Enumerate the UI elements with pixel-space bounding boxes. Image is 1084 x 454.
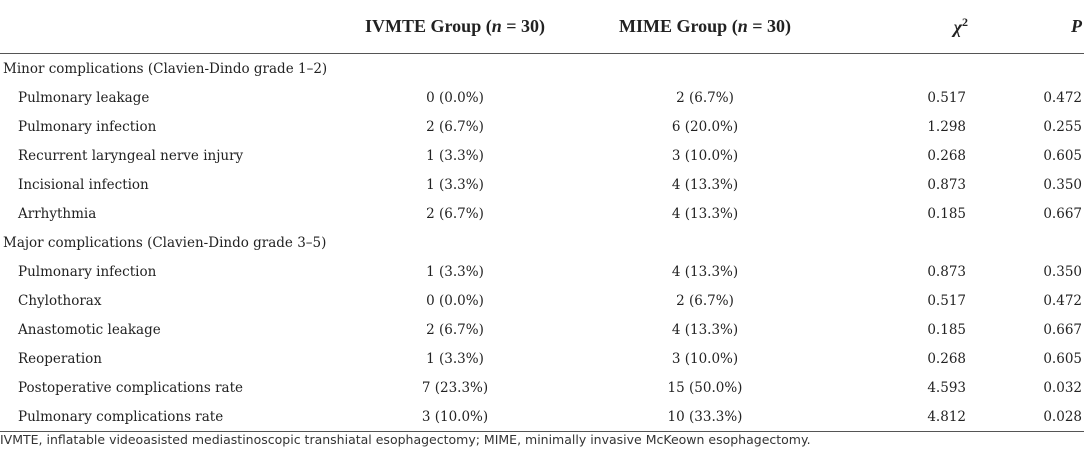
- cell-ivmte: 1 (3.3%): [426, 263, 484, 280]
- row-label: Arrhythmia: [18, 205, 97, 222]
- table-row: Pulmonary infection 2 (6.7%) 6 (20.0%) 1.29…: [0, 112, 1084, 141]
- cell-ivmte: 1 (3.3%): [426, 176, 484, 193]
- header-ivmte-suffix: = 30): [501, 16, 545, 36]
- cell-chi-square: 1.298: [927, 118, 966, 135]
- header-mime-group: MIME Group (n = 30): [580, 0, 830, 54]
- cell-p-value: 0.605: [1043, 147, 1082, 164]
- complications-table: IVMTE Group (n = 30) MIME Group (n = 30)…: [0, 0, 1084, 432]
- row-label: Recurrent laryngeal nerve injury: [18, 147, 244, 164]
- cell-ivmte: 2 (6.7%): [426, 205, 484, 222]
- table-header: IVMTE Group (n = 30) MIME Group (n = 30)…: [0, 0, 1084, 54]
- cell-mime: 4 (13.3%): [671, 263, 739, 280]
- cell-p-value: 0.472: [1043, 292, 1082, 309]
- cell-ivmte: 2 (6.7%): [426, 118, 484, 135]
- table-row: Chylothorax 0 (0.0%) 2 (6.7%) 0.517 0.472: [0, 286, 1084, 315]
- cell-ivmte: 2 (6.7%): [426, 321, 484, 338]
- header-chi-symbol: χ: [953, 17, 962, 37]
- section-row: Major complications (Clavien-Dindo grade…: [0, 228, 1084, 257]
- header-ivmte-prefix: IVMTE Group (: [365, 16, 492, 36]
- cell-ivmte: 0 (0.0%): [426, 89, 484, 106]
- cell-p-value: 0.472: [1043, 89, 1082, 106]
- cell-mime: 2 (6.7%): [676, 89, 734, 106]
- header-mime-suffix: = 30): [747, 16, 791, 36]
- cell-chi-square: 0.268: [927, 147, 966, 164]
- row-label: Pulmonary complications rate: [0, 402, 330, 432]
- row-label: Postoperative complications rate: [18, 379, 244, 396]
- header-chi-square: χ2: [830, 0, 970, 54]
- table-row: Incisional infection 1 (3.3%) 4 (13.3%) 0.8…: [0, 170, 1084, 199]
- cell-mime: 3 (10.0%): [671, 147, 739, 164]
- cell-ivmte: 1 (3.3%): [426, 350, 484, 367]
- cell-chi-square: 0.185: [927, 205, 966, 222]
- header-variable: [0, 0, 330, 54]
- header-ivmte-group: IVMTE Group (n = 30): [330, 0, 580, 54]
- cell-p-value: 0.032: [1043, 379, 1082, 396]
- cell-chi-square: 4.812: [830, 402, 970, 432]
- section-title: Minor complications (Clavien-Dindo grade…: [3, 60, 328, 77]
- table-row: Pulmonary complications rate 3 (10.0%) 10 …: [0, 402, 1084, 432]
- cell-p-value: 0.255: [1043, 118, 1082, 135]
- table-row: Pulmonary infection 1 (3.3%) 4 (13.3%) 0.87…: [0, 257, 1084, 286]
- row-label: Chylothorax: [18, 292, 102, 309]
- cell-chi-square: 0.517: [927, 89, 966, 106]
- header-chi-superscript: 2: [962, 15, 968, 29]
- cell-mime: 6 (20.0%): [671, 118, 739, 135]
- cell-chi-square: 0.873: [927, 176, 966, 193]
- header-mime-n: n: [737, 16, 748, 36]
- cell-p-value: 0.350: [1043, 176, 1082, 193]
- table-row: Reoperation 1 (3.3%) 3 (10.0%) 0.268 0.605: [0, 344, 1084, 373]
- cell-ivmte: 0 (0.0%): [426, 292, 484, 309]
- table-row: Postoperative complications rate 7 (23.3%…: [0, 373, 1084, 402]
- table-footnote: IVMTE, inflatable videoasisted mediastin…: [0, 432, 811, 447]
- table-row: Pulmonary leakage 0 (0.0%) 2 (6.7%) 0.517 0.…: [0, 83, 1084, 112]
- cell-p-value: 0.350: [1043, 263, 1082, 280]
- header-ivmte-n: n: [491, 16, 502, 36]
- header-mime-prefix: MIME Group (: [619, 16, 738, 36]
- cell-mime: 10 (33.3%): [580, 402, 830, 432]
- cell-chi-square: 4.593: [927, 379, 966, 396]
- cell-ivmte: 3 (10.0%): [330, 402, 580, 432]
- cell-p-value: 0.605: [1043, 350, 1082, 367]
- cell-chi-square: 0.873: [927, 263, 966, 280]
- cell-chi-square: 0.268: [927, 350, 966, 367]
- table-row: Arrhythmia 2 (6.7%) 4 (13.3%) 0.185 0.667: [0, 199, 1084, 228]
- table-row: Anastomotic leakage 2 (6.7%) 4 (13.3%) 0.18…: [0, 315, 1084, 344]
- row-label: Reoperation: [18, 350, 102, 367]
- cell-ivmte: 1 (3.3%): [426, 147, 484, 164]
- cell-p-value: 0.028: [970, 402, 1084, 432]
- row-label: Pulmonary leakage: [18, 89, 150, 106]
- row-label: Pulmonary infection: [18, 263, 157, 280]
- cell-mime: 4 (13.3%): [671, 205, 739, 222]
- cell-p-value: 0.667: [1043, 205, 1082, 222]
- table-row: Recurrent laryngeal nerve injury 1 (3.3%)…: [0, 141, 1084, 170]
- cell-mime: 4 (13.3%): [671, 321, 739, 338]
- cell-chi-square: 0.185: [927, 321, 966, 338]
- section-row: Minor complications (Clavien-Dindo grade…: [0, 54, 1084, 84]
- cell-mime: 15 (50.0%): [667, 379, 743, 396]
- cell-p-value: 0.667: [1043, 321, 1082, 338]
- cell-ivmte: 7 (23.3%): [421, 379, 489, 396]
- cell-mime: 4 (13.3%): [671, 176, 739, 193]
- header-p-value: P: [970, 0, 1084, 54]
- table-body: Minor complications (Clavien-Dindo grade…: [0, 54, 1084, 432]
- row-label: Incisional infection: [18, 176, 149, 193]
- row-label: Pulmonary infection: [18, 118, 157, 135]
- section-title: Major complications (Clavien-Dindo grade…: [3, 234, 327, 251]
- row-label: Anastomotic leakage: [18, 321, 161, 338]
- cell-mime: 3 (10.0%): [671, 350, 739, 367]
- header-row: IVMTE Group (n = 30) MIME Group (n = 30)…: [0, 0, 1084, 54]
- cell-chi-square: 0.517: [927, 292, 966, 309]
- cell-mime: 2 (6.7%): [676, 292, 734, 309]
